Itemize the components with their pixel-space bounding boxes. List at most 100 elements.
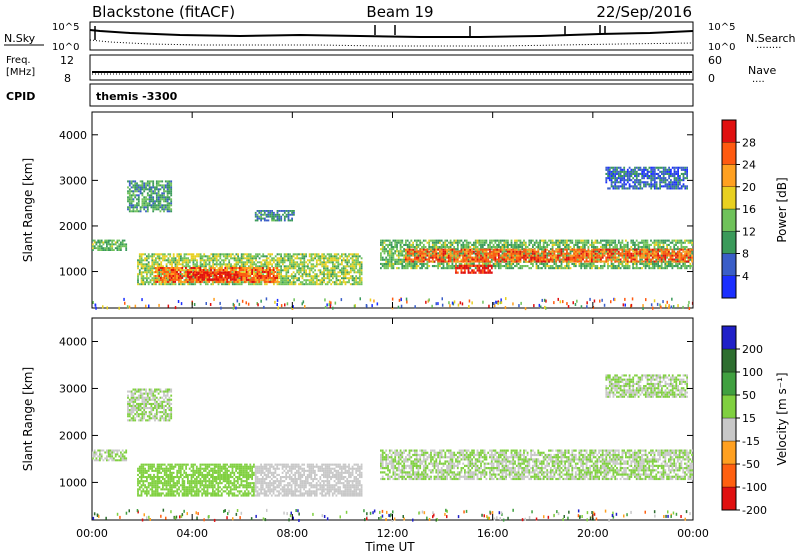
echo-cell bbox=[215, 269, 218, 271]
echo-cell bbox=[265, 275, 268, 277]
echo-cell bbox=[177, 280, 180, 283]
echo-cell bbox=[560, 241, 563, 244]
echo-cell bbox=[574, 254, 577, 257]
echo-cell bbox=[292, 259, 295, 262]
echo-cell bbox=[619, 258, 622, 261]
nsky-label: N.Sky bbox=[4, 32, 36, 45]
echo-cell bbox=[315, 275, 318, 278]
echo-cell bbox=[630, 254, 633, 257]
echo-cell bbox=[510, 248, 513, 251]
echo-cell bbox=[195, 267, 198, 269]
echo-cell bbox=[183, 265, 186, 268]
echo-cell bbox=[206, 271, 209, 274]
echo-cell bbox=[628, 248, 631, 251]
echo-cell bbox=[678, 241, 681, 244]
echo-cell bbox=[591, 239, 593, 242]
echo-cell bbox=[594, 239, 597, 242]
echo-cell bbox=[646, 250, 649, 253]
echo-cell bbox=[399, 241, 402, 244]
echo-cell bbox=[421, 241, 423, 244]
echo-cell bbox=[138, 257, 141, 260]
echo-cell bbox=[285, 281, 288, 284]
echo-cell bbox=[634, 241, 636, 244]
echo-cell bbox=[156, 275, 159, 277]
echo-cell bbox=[239, 283, 241, 286]
echo-cell bbox=[580, 248, 583, 251]
echo-cell bbox=[412, 254, 414, 257]
echo-cell bbox=[446, 243, 448, 246]
echo-cell bbox=[203, 255, 206, 258]
echo-cell bbox=[92, 247, 94, 250]
echo-cell bbox=[532, 248, 534, 251]
echo-cell bbox=[265, 269, 268, 271]
echo-cell bbox=[328, 259, 331, 262]
echo-cell bbox=[140, 283, 143, 286]
echo-cell bbox=[440, 260, 443, 263]
echo-cell bbox=[93, 239, 96, 242]
echo-cell bbox=[489, 250, 491, 253]
echo-cell bbox=[387, 262, 389, 265]
echo-cell bbox=[514, 256, 516, 259]
echo-cell bbox=[673, 248, 676, 251]
echo-cell bbox=[399, 246, 402, 249]
echo-cell bbox=[508, 256, 511, 259]
echo-cell bbox=[499, 258, 502, 261]
echo-cell bbox=[271, 265, 273, 268]
echo-cell bbox=[408, 243, 411, 246]
echo-cell bbox=[503, 260, 506, 263]
echo-cell bbox=[360, 279, 363, 282]
echo-cell bbox=[644, 239, 647, 242]
echo-cell bbox=[272, 276, 275, 279]
echo-cell bbox=[396, 267, 398, 270]
echo-cell bbox=[637, 260, 640, 263]
echo-cell bbox=[608, 241, 611, 244]
echo-cell bbox=[591, 254, 593, 257]
echo-cell bbox=[489, 256, 491, 259]
echo-cell bbox=[305, 273, 307, 276]
echo-cell bbox=[424, 239, 427, 242]
echo-cell bbox=[203, 278, 205, 281]
echo-cell bbox=[614, 267, 617, 270]
echo-cell bbox=[596, 267, 599, 270]
echo-cell bbox=[219, 267, 221, 269]
echo-cell bbox=[589, 260, 592, 263]
echo-cell bbox=[662, 254, 665, 257]
echo-cell bbox=[280, 255, 282, 258]
echo-cell bbox=[197, 271, 200, 274]
echo-cell bbox=[664, 262, 667, 265]
echo-cell bbox=[523, 250, 525, 253]
echo-cell bbox=[415, 267, 418, 270]
echo-cell bbox=[235, 276, 237, 279]
echo-cell bbox=[396, 260, 398, 263]
echo-cell bbox=[539, 262, 541, 265]
echo-cell bbox=[659, 246, 661, 249]
echo-cell bbox=[660, 241, 663, 244]
echo-cell bbox=[249, 255, 252, 258]
echo-cell bbox=[153, 255, 155, 258]
echo-cell bbox=[181, 280, 184, 283]
echo-cell bbox=[557, 250, 559, 253]
echo-cell bbox=[355, 275, 358, 278]
echo-cell bbox=[348, 261, 350, 264]
echo-cell bbox=[628, 252, 631, 255]
echo-cell bbox=[166, 200, 169, 203]
echo-cell bbox=[651, 267, 654, 270]
echo-cell bbox=[161, 271, 164, 273]
echo-cell bbox=[501, 248, 504, 251]
echo-cell bbox=[601, 252, 604, 255]
echo-cell bbox=[510, 252, 513, 255]
echo-cell bbox=[298, 267, 300, 270]
echo-cell bbox=[551, 241, 554, 244]
echo-cell bbox=[351, 269, 354, 272]
echo-cell bbox=[481, 260, 484, 263]
echo-cell bbox=[319, 283, 322, 286]
echo-cell bbox=[610, 265, 613, 268]
echo-cell bbox=[492, 258, 495, 261]
echo-cell bbox=[265, 257, 268, 260]
echo-cell bbox=[353, 253, 356, 256]
echo-cell bbox=[446, 254, 448, 257]
echo-cell bbox=[145, 200, 147, 203]
echo-cell bbox=[447, 246, 450, 249]
echo-cell bbox=[684, 262, 686, 265]
nsky-line bbox=[89, 29, 694, 38]
